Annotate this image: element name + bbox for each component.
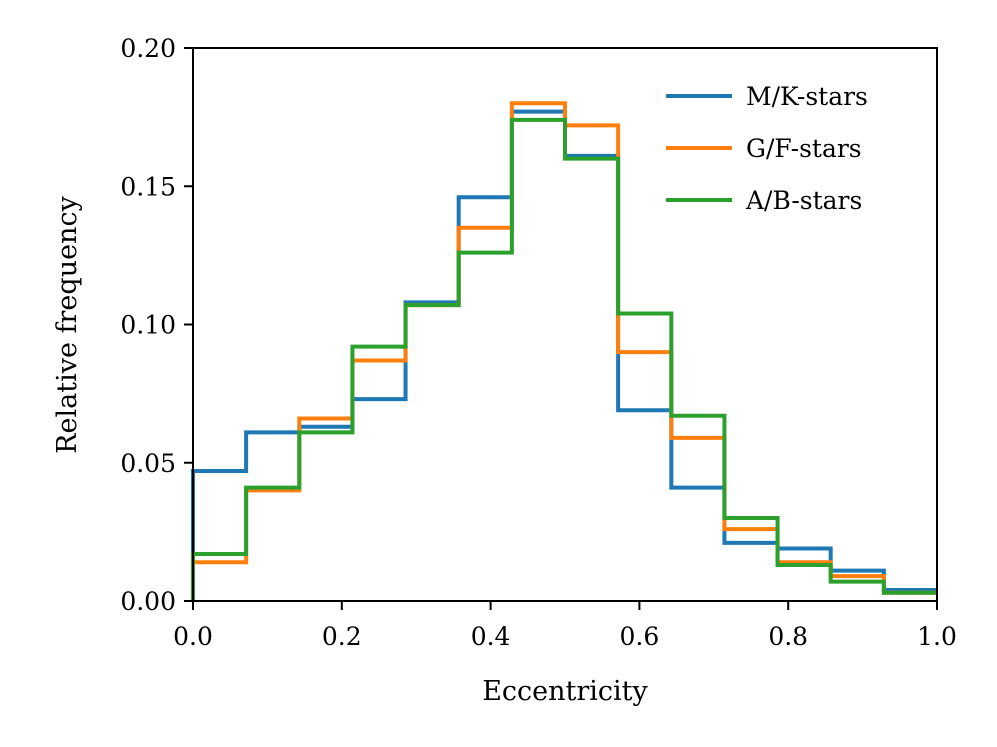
y-tick-label: 0.20 [120, 34, 176, 63]
y-axis-label: Relative frequency [52, 195, 83, 453]
legend-label: G/F-stars [746, 134, 862, 163]
tick-layer: 0.0 0.2 0.4 0.6 0.8 1.0 0.00 0.05 0.10 0.15 0.20 [120, 34, 957, 651]
x-axis-label: Eccentricity [482, 676, 648, 707]
y-tick-label: 0.05 [120, 449, 176, 478]
series-line-a-b-stars [191, 117, 937, 601]
x-tick-label: 0.8 [768, 622, 808, 651]
x-tick-label: 1.0 [917, 622, 957, 651]
series-layer [191, 101, 937, 601]
legend-label: A/B-stars [745, 186, 862, 215]
legend-label: M/K-stars [746, 82, 868, 111]
y-tick-label: 0.00 [120, 587, 176, 616]
y-tick-label: 0.10 [120, 311, 176, 340]
x-tick-label: 0.4 [471, 622, 511, 651]
x-tick-label: 0.2 [322, 622, 362, 651]
legend: M/K-stars G/F-stars A/B-stars [666, 82, 868, 215]
x-tick-label: 0.0 [173, 622, 213, 651]
y-tick-label: 0.15 [120, 172, 176, 201]
x-tick-label: 0.6 [620, 622, 660, 651]
